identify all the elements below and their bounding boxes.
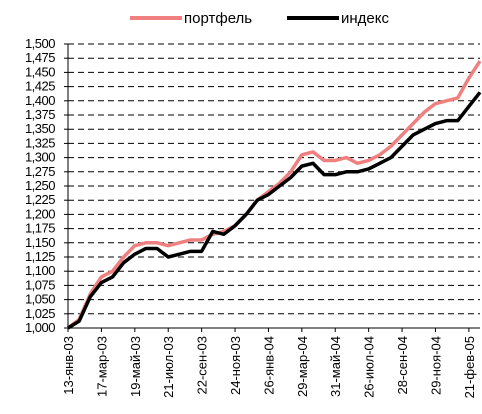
y-tick-label: 1,200 — [25, 206, 55, 221]
y-tick-label: 1,375 — [25, 107, 55, 122]
y-tick-label: 1,100 — [25, 263, 55, 278]
x-tick-label: 21-июл-03 — [161, 336, 176, 398]
y-tick-label: 1,300 — [25, 150, 55, 165]
x-tick-label: 26-июл-04 — [362, 336, 377, 398]
y-tick-label: 1,075 — [25, 277, 55, 292]
y-tick-label: 1,025 — [25, 306, 55, 321]
x-tick-label: 21-фев-05 — [462, 336, 477, 398]
legend-label: портфель — [184, 10, 252, 27]
y-tick-label: 1,000 — [25, 320, 55, 335]
y-tick-label: 1,500 — [25, 36, 55, 51]
x-tick-label: 24-ноя-03 — [228, 336, 243, 395]
y-tick-label: 1,325 — [25, 135, 55, 150]
x-tick-label: 17-мар-03 — [94, 336, 109, 397]
y-tick-label: 1,475 — [25, 50, 55, 65]
y-tick-label: 1,225 — [25, 192, 55, 207]
x-tick-label: 26-янв-04 — [261, 336, 276, 395]
y-tick-label: 1,400 — [25, 93, 55, 108]
y-tick-label: 1,050 — [25, 292, 55, 307]
y-tick-label: 1,150 — [25, 235, 55, 250]
x-tick-label: 28-сен-04 — [395, 336, 410, 395]
x-tick-label: 13-янв-03 — [61, 336, 76, 395]
series-line — [66, 60, 482, 330]
y-tick-label: 1,250 — [25, 178, 55, 193]
y-tick-label: 1,425 — [25, 79, 55, 94]
legend-label: индекс — [341, 10, 389, 27]
x-tick-label: 31-май-04 — [328, 336, 343, 397]
y-tick-label: 1,350 — [25, 121, 55, 136]
x-tick-label: 29-мар-04 — [295, 336, 310, 397]
x-tick-label: 19-май-03 — [128, 336, 143, 397]
series-line — [67, 91, 482, 330]
y-tick-label: 1,450 — [25, 64, 55, 79]
x-tick-label: 29-ноя-04 — [428, 336, 443, 395]
y-tick-label: 1,275 — [25, 164, 55, 179]
y-tick-label: 1,175 — [25, 221, 55, 236]
y-tick-label: 1,125 — [25, 249, 55, 264]
x-tick-label: 22-сен-03 — [195, 336, 210, 395]
